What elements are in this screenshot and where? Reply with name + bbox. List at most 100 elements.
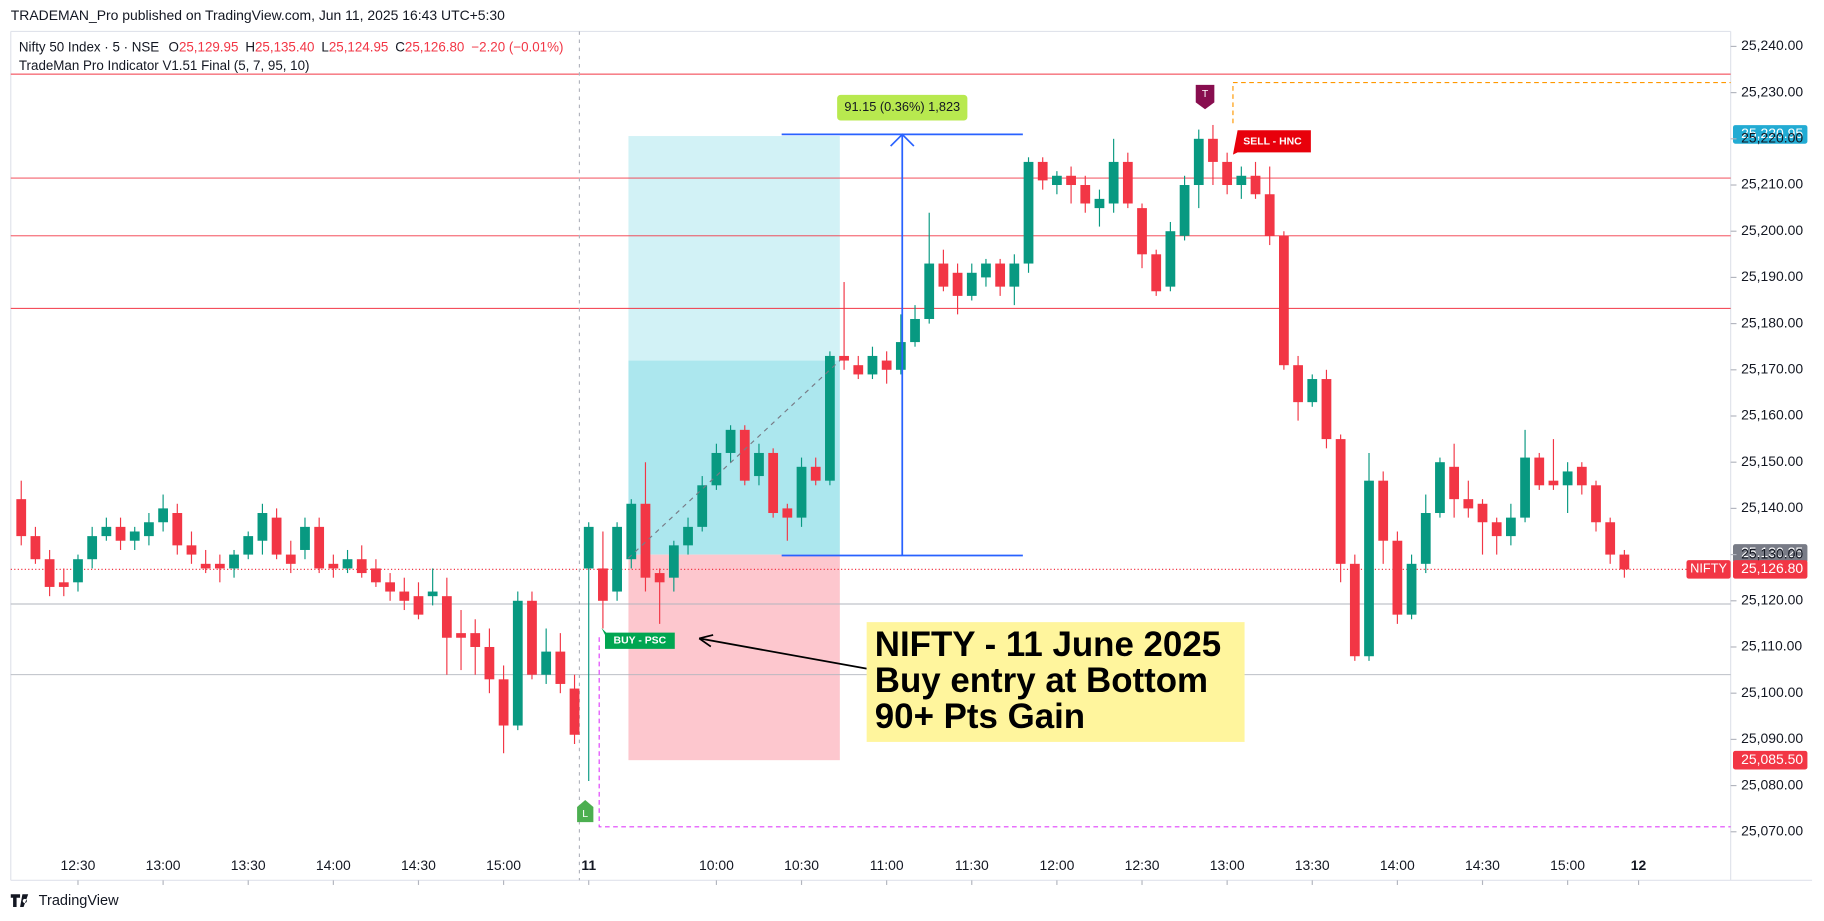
footer-brand: TradingView — [39, 893, 119, 909]
legend-line: Nifty 50 Index · 5 · NSE O25,129.95 H25,13… — [19, 39, 564, 54]
candle-body — [229, 554, 239, 569]
price-tag-name: NIFTY — [1690, 561, 1727, 576]
stop-guide — [598, 637, 1731, 828]
candle-body — [867, 355, 878, 375]
y-tick-label: 25,110.00 — [1741, 638, 1802, 654]
y-tick-label: 25,170.00 — [1741, 360, 1803, 376]
x-tick-label: 14:00 — [316, 857, 351, 873]
annotation-arrow-head — [698, 634, 714, 648]
candle-body — [768, 452, 779, 514]
y-tick-label: 25,190.00 — [1741, 268, 1803, 284]
y-tick-label: 25,100.00 — [1741, 684, 1803, 700]
candle-body — [87, 536, 98, 560]
y-tick-label: 25,210.00 — [1741, 176, 1803, 192]
x-tick-label: 12:00 — [1039, 857, 1074, 873]
y-tick-label: 25,070.00 — [1741, 822, 1803, 838]
candle-body — [1463, 499, 1474, 509]
candle-body — [1236, 175, 1247, 186]
candle-body — [1562, 471, 1573, 486]
ohlc-key: C — [395, 39, 405, 54]
annotation-line: NIFTY - 11 June 2025 — [875, 625, 1221, 664]
candle-body — [654, 573, 665, 583]
price-tag-label: 25,085.50 — [1741, 751, 1803, 767]
ohlc-value: 25,124.95 — [329, 39, 388, 54]
candle-body — [30, 536, 41, 560]
candle-body — [1548, 480, 1559, 486]
candle-body — [1534, 457, 1545, 486]
candle-body — [1605, 522, 1616, 555]
candle-body — [697, 485, 708, 527]
candle-body — [1279, 235, 1289, 366]
candle-body — [626, 503, 637, 560]
l-marker-label: L — [582, 809, 588, 820]
candle-body — [1066, 175, 1076, 186]
candle-body — [16, 499, 27, 537]
y-tick-label: 25,090.00 — [1741, 730, 1803, 746]
candle-body — [1591, 485, 1601, 523]
ohlc-value: 25,135.40 — [255, 39, 314, 54]
candle-body — [825, 355, 835, 481]
candle-body — [640, 503, 651, 578]
buy-signal — [601, 627, 675, 649]
x-tick-label: 15:00 — [1550, 857, 1585, 873]
x-tick-label: 14:30 — [1465, 857, 1500, 873]
x-tick-label: 13:00 — [1210, 857, 1245, 873]
candle-body — [1435, 462, 1445, 514]
candle-body — [371, 568, 381, 583]
annotation-arrow — [699, 637, 867, 670]
annotation-line: 90+ Pts Gain — [875, 697, 1085, 736]
candle-body — [1222, 161, 1233, 186]
t-marker-label: T — [1202, 89, 1209, 100]
candle-body — [881, 360, 892, 370]
candle-body — [1321, 379, 1332, 440]
t-marker — [1195, 84, 1215, 110]
candle-body — [527, 600, 537, 675]
candle-body — [569, 688, 580, 735]
x-tick-label: 13:30 — [231, 857, 266, 873]
price-tag — [1732, 560, 1808, 579]
candle-body — [683, 526, 693, 546]
price-tag-label: 25,130.25 — [1741, 544, 1803, 560]
candle-body — [1023, 161, 1034, 264]
candle-body — [1293, 365, 1303, 403]
ohlc-change: −2.20 (−0.01%) — [471, 39, 563, 54]
candle-body — [1080, 185, 1091, 204]
candle-body — [470, 633, 481, 647]
sell-signal-label: SELL - HNC — [1243, 137, 1302, 148]
y-tick-label: 25,150.00 — [1741, 453, 1803, 469]
candle-body — [810, 466, 821, 481]
candle-body — [1477, 503, 1488, 523]
candle-body — [44, 559, 55, 587]
candle-body — [385, 582, 395, 592]
candle-body — [300, 526, 310, 550]
candle-body — [853, 365, 864, 375]
candle-body — [356, 559, 367, 574]
candle-body — [1009, 263, 1020, 287]
candle-body — [1052, 175, 1062, 186]
y-tick-label: 25,080.00 — [1741, 776, 1803, 792]
candle-body — [484, 646, 495, 680]
candle-body — [966, 272, 977, 296]
candle-body — [1179, 185, 1190, 236]
y-tick-label: 25,140.00 — [1741, 499, 1803, 515]
candle-body — [1250, 175, 1261, 195]
candle-body — [1122, 161, 1133, 204]
candle-body — [1349, 563, 1360, 657]
candle-body — [342, 559, 353, 569]
target-zone — [628, 136, 840, 361]
candle-body — [1491, 522, 1502, 537]
y-tick-label: 25,120.00 — [1741, 591, 1803, 607]
price-tag — [1732, 544, 1808, 563]
candle-body — [981, 263, 991, 278]
price-tag-label: 25,126.80 — [1741, 560, 1803, 576]
candle-body — [1264, 194, 1275, 236]
candle-body — [285, 554, 296, 564]
y-tick-label: 25,200.00 — [1741, 222, 1803, 238]
target-guide — [1232, 81, 1731, 124]
candle-body — [1137, 208, 1147, 255]
x-tick-label: 12:30 — [1125, 857, 1160, 873]
y-tick-label: 25,180.00 — [1741, 314, 1803, 330]
candle-body — [1406, 563, 1417, 615]
candle-body — [839, 355, 849, 361]
l-marker — [577, 800, 594, 823]
